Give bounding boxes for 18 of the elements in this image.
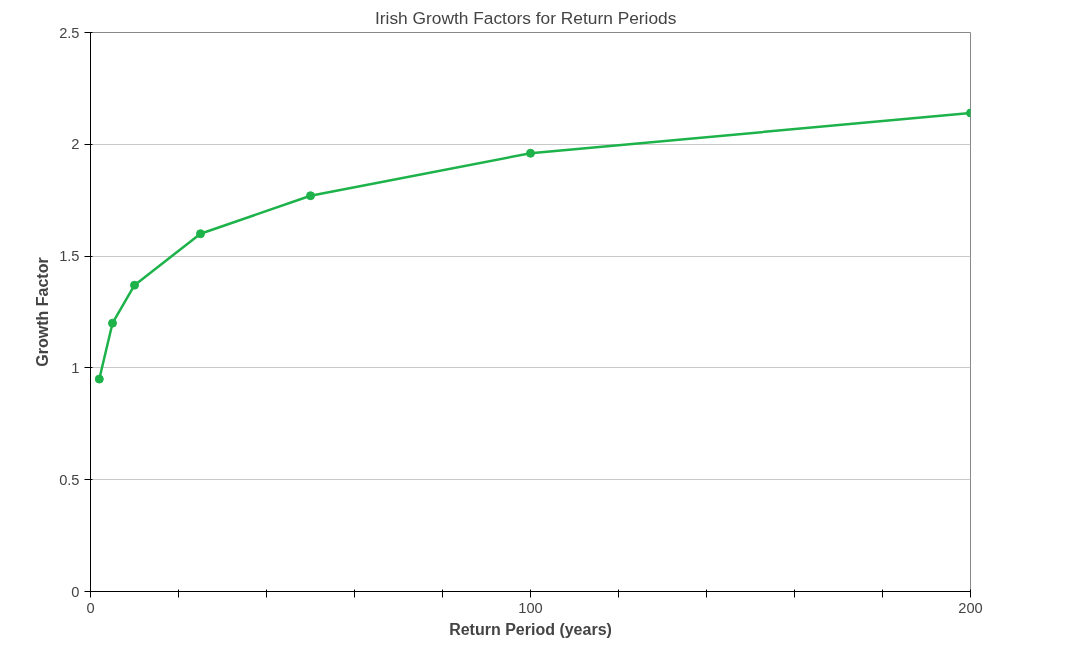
point (306, 191, 315, 201)
chart-title: Irish Growth Factors for Return Periods (374, 7, 677, 28)
y-tick-label: 2.5 (59, 24, 80, 41)
y-tick-label: 0 (71, 583, 80, 600)
point (94, 374, 104, 384)
point (130, 280, 139, 290)
y-axis-title: Growth Factor (34, 257, 52, 367)
x-tick-label: 0 (86, 599, 95, 616)
point (196, 229, 205, 239)
y-tick-label: 1.5 (59, 248, 80, 265)
x-axis-title: Return Period (years) (449, 620, 612, 638)
x-tick-label: 200 (958, 599, 983, 616)
y-tick-label: 0.5 (59, 471, 80, 488)
point (108, 318, 117, 328)
x-tick-label: 100 (518, 599, 543, 616)
point (526, 148, 535, 158)
y-tick-label: 2 (71, 136, 80, 153)
y-tick-label: 1 (71, 359, 80, 376)
